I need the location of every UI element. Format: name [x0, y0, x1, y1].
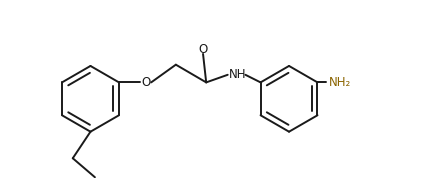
Text: NH₂: NH₂: [329, 76, 351, 89]
Text: O: O: [141, 76, 150, 89]
Text: O: O: [198, 43, 208, 56]
Text: NH: NH: [229, 68, 246, 81]
